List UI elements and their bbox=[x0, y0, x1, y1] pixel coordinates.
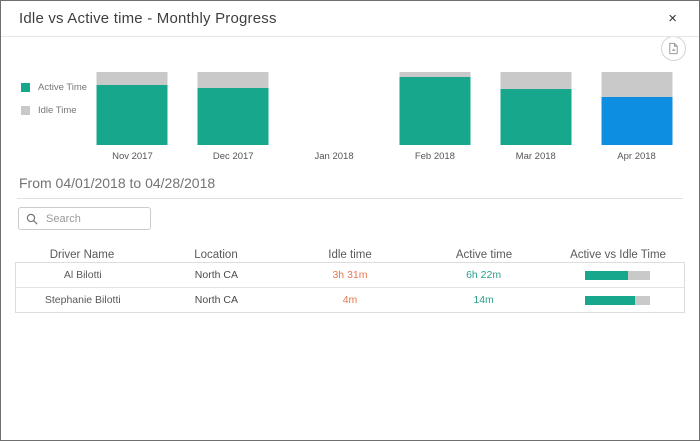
active-segment[interactable] bbox=[197, 88, 269, 145]
search-input[interactable] bbox=[44, 211, 143, 226]
chart-slot: Nov 2017 bbox=[82, 72, 183, 162]
table-row[interactable]: Stephanie Bilotti North CA 4m 14m bbox=[16, 287, 684, 312]
active-time-cell: 14m bbox=[473, 294, 494, 306]
export-image-button[interactable] bbox=[661, 36, 686, 61]
legend-label: Idle Time bbox=[38, 105, 77, 116]
active-vs-idle-cell bbox=[550, 263, 684, 287]
month-label: Mar 2018 bbox=[515, 151, 556, 162]
idle-segment[interactable] bbox=[197, 72, 269, 89]
active-segment[interactable] bbox=[500, 88, 572, 145]
active-segment[interactable] bbox=[399, 77, 471, 145]
table-header: Driver Name Location Idle time Active ti… bbox=[15, 246, 685, 264]
chart-slot: Jan 2018 bbox=[284, 72, 385, 162]
table-body: Al Bilotti North CA 3h 31m 6h 22m Stephanie … bbox=[15, 262, 685, 313]
column-header-active-vs-idle: Active vs Idle Time bbox=[570, 249, 666, 261]
chart-slot: Mar 2018 bbox=[485, 72, 586, 162]
active-vs-idle-bar bbox=[584, 270, 650, 280]
bar-feb-2018[interactable] bbox=[399, 72, 471, 145]
location-cell: North CA bbox=[194, 269, 238, 281]
active-ratio-fill bbox=[584, 270, 628, 280]
month-label: Feb 2018 bbox=[414, 151, 455, 162]
section-divider bbox=[17, 198, 683, 199]
column-header-location: Location bbox=[194, 249, 238, 261]
chart-plot: Nov 2017 Dec 2017 Jan 2018 Feb 2018 Mar 2018… bbox=[82, 72, 687, 162]
active-time-swatch bbox=[21, 83, 30, 92]
dialog-titlebar: Idle vs Active time - Monthly Progress × bbox=[1, 1, 699, 37]
month-label: Nov 2017 bbox=[112, 151, 153, 162]
idle-segment[interactable] bbox=[601, 72, 673, 97]
legend-label: Active Time bbox=[38, 82, 88, 93]
idle-time-cell: 4m bbox=[342, 294, 358, 306]
legend-item-active[interactable]: Active Time bbox=[21, 82, 87, 93]
idle-time-swatch bbox=[21, 106, 30, 115]
column-header-idle-time: Idle time bbox=[328, 249, 372, 261]
month-label: Apr 2018 bbox=[617, 151, 656, 162]
idle-segment[interactable] bbox=[500, 72, 572, 89]
active-ratio-fill bbox=[584, 295, 636, 305]
date-range-label: From 04/01/2018 to 04/28/2018 bbox=[19, 175, 216, 191]
bar-nov-2017[interactable] bbox=[96, 72, 168, 145]
month-label: Jan 2018 bbox=[314, 151, 354, 162]
idle-time-cell: 3h 31m bbox=[332, 269, 368, 281]
bar-dec-2017[interactable] bbox=[197, 72, 269, 145]
chart-slot: Feb 2018 bbox=[384, 72, 485, 162]
location-cell: North CA bbox=[194, 294, 238, 306]
chart-legend: Active Time Idle Time bbox=[21, 82, 87, 128]
bar-apr-2018[interactable] bbox=[601, 72, 673, 145]
export-image-icon bbox=[669, 42, 678, 55]
legend-item-idle[interactable]: Idle Time bbox=[21, 105, 87, 116]
active-time-cell: 6h 22m bbox=[466, 269, 502, 281]
idle-segment[interactable] bbox=[96, 72, 168, 86]
close-icon[interactable]: × bbox=[668, 10, 677, 27]
search-box[interactable] bbox=[18, 207, 151, 230]
driver-name-cell: Stephanie Bilotti bbox=[44, 294, 121, 306]
idle-segment[interactable] bbox=[399, 72, 471, 78]
column-header-active-time: Active time bbox=[455, 249, 513, 261]
chart-slot: Apr 2018 bbox=[586, 72, 687, 162]
driver-name-cell: Al Bilotti bbox=[63, 269, 102, 281]
active-vs-idle-cell bbox=[550, 288, 684, 312]
active-segment[interactable] bbox=[601, 96, 673, 145]
bar-mar-2018[interactable] bbox=[500, 72, 572, 145]
active-segment[interactable] bbox=[96, 85, 168, 145]
month-label: Dec 2017 bbox=[212, 151, 254, 162]
table-row[interactable]: Al Bilotti North CA 3h 31m 6h 22m bbox=[16, 263, 684, 287]
page-title: Idle vs Active time - Monthly Progress bbox=[19, 10, 277, 27]
search-icon bbox=[26, 213, 38, 225]
active-vs-idle-bar bbox=[584, 295, 650, 305]
column-header-driver-name: Driver Name bbox=[49, 249, 115, 261]
chart-slot: Dec 2017 bbox=[183, 72, 284, 162]
